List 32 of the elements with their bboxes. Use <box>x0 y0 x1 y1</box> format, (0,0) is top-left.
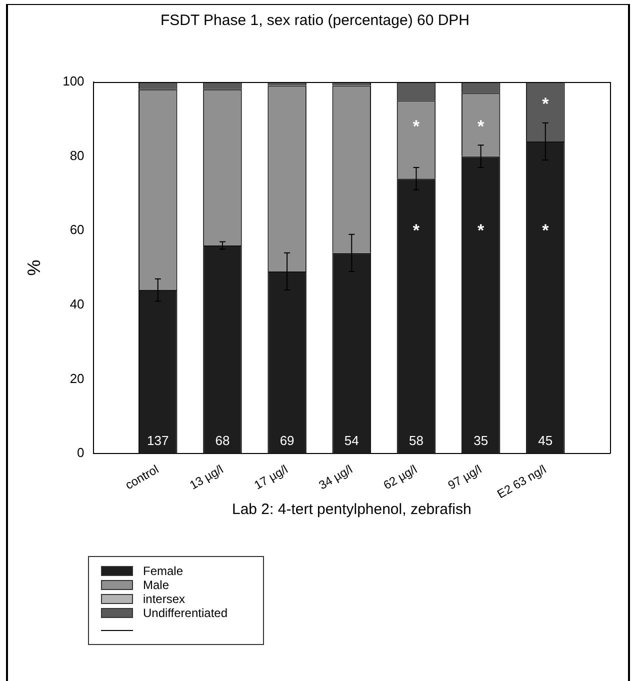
annotation: 58 <box>409 433 424 448</box>
annotation: 54 <box>344 433 359 448</box>
annotation: * <box>542 220 550 240</box>
annotation: * <box>478 220 485 240</box>
y-tick-label: 60 <box>70 222 84 238</box>
x-tick-label: 34 µg/l <box>316 462 355 492</box>
annotation: 69 <box>280 433 294 448</box>
annotation: * <box>412 220 420 240</box>
y-tick-label: 40 <box>70 296 84 312</box>
legend-label: intersex <box>143 592 186 606</box>
y-axis-title: % <box>24 260 44 276</box>
legend-label: Female <box>143 564 184 578</box>
x-axis-title: Lab 2: 4-tert pentylphenol, zebrafish <box>232 501 472 518</box>
annotation: 35 <box>474 433 488 448</box>
y-tick-label: 100 <box>62 74 84 89</box>
x-tick-label: 17 µg/l <box>252 462 290 492</box>
annotation: * <box>542 94 550 114</box>
x-tick-label: 62 µg/l <box>380 462 420 492</box>
annotation: 137 <box>147 433 169 448</box>
legend-label: Undifferentiated <box>143 606 228 620</box>
x-tick-label: 97 µg/l <box>446 462 484 492</box>
annotation: * <box>412 116 420 136</box>
x-tick-label: E2 63 ng/l <box>494 462 549 502</box>
y-tick-label: 80 <box>70 148 84 163</box>
annotation: * <box>478 116 485 136</box>
y-tick-label: 0 <box>77 445 84 460</box>
x-tick-label: 13 µg/l <box>187 462 226 492</box>
annotation: 68 <box>215 433 230 448</box>
chart-title: FSDT Phase 1, sex ratio (percentage) 60 DPH <box>160 12 470 30</box>
legend-label: Male <box>143 578 170 592</box>
annotation: 45 <box>538 433 553 448</box>
y-tick-label: 20 <box>70 370 84 386</box>
